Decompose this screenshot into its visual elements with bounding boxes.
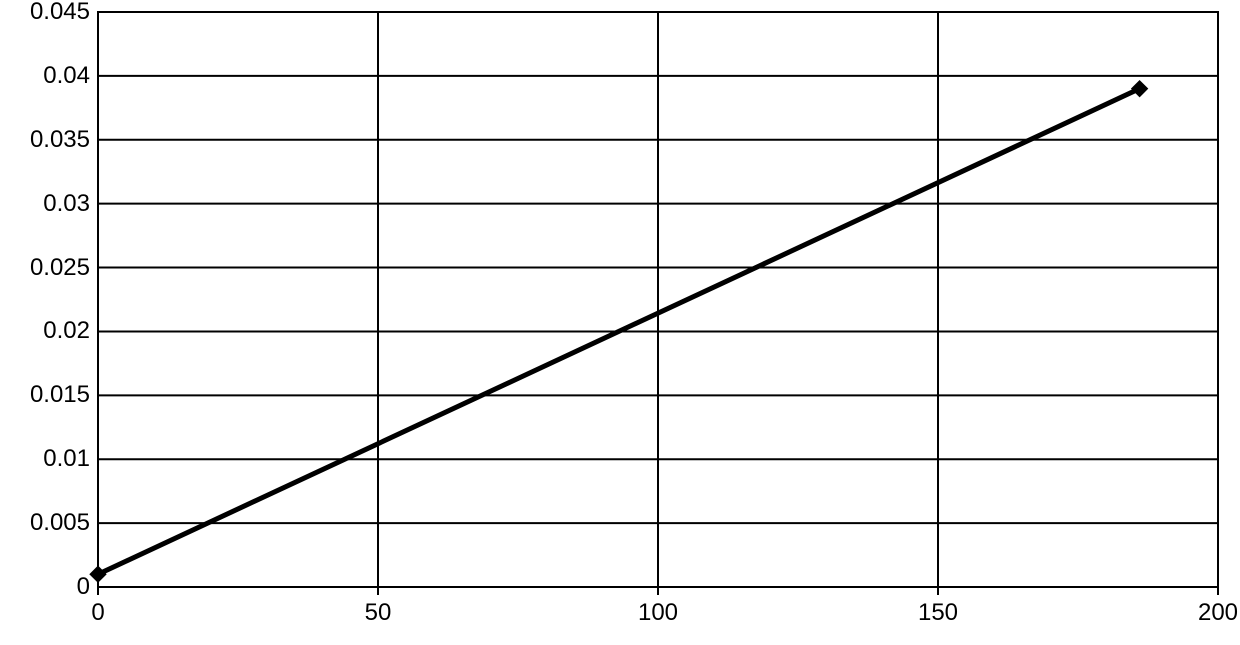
y-tick-label: 0.005: [30, 509, 90, 537]
y-tick-label: 0.03: [43, 190, 90, 218]
y-tick-label: 0.01: [43, 445, 90, 473]
y-tick-label: 0.025: [30, 254, 90, 282]
x-tick-label: 50: [365, 599, 392, 627]
y-tick-label: 0.035: [30, 126, 90, 154]
y-tick-label: 0.04: [43, 62, 90, 90]
x-tick-label: 200: [1198, 599, 1238, 627]
x-tick-label: 150: [918, 599, 958, 627]
y-tick-label: 0.015: [30, 381, 90, 409]
line-chart: 0 0.005 0.01 0.015 0.02 0.025 0.03 0.035 0.04 0.0…: [0, 0, 1240, 645]
y-tick-label: 0: [77, 573, 90, 601]
x-tick-label: 0: [91, 599, 104, 627]
y-tick-label: 0.045: [30, 0, 90, 26]
y-axis-labels: 0 0.005 0.01 0.015 0.02 0.025 0.03 0.035 0.04 0.0…: [0, 0, 98, 645]
y-tick-label: 0.02: [43, 317, 90, 345]
diamond-marker-icon: [1132, 81, 1148, 97]
chart-svg: [0, 0, 1240, 645]
x-axis-labels: [0, 605, 1240, 645]
x-tick-label: 100: [638, 599, 678, 627]
